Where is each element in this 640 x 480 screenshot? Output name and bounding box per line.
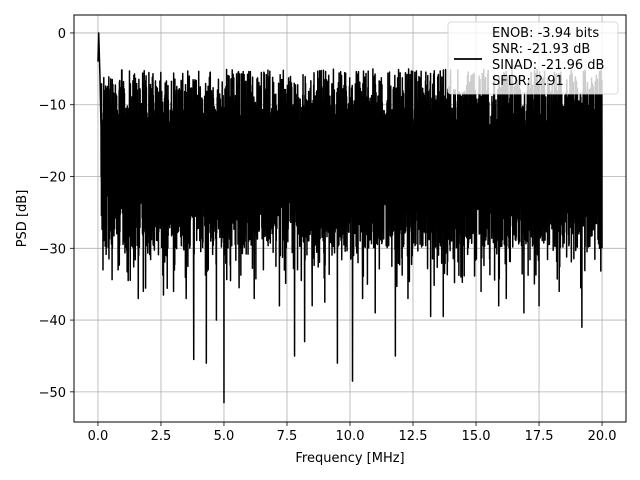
legend-entry-line: ENOB: -3.94 bits	[492, 26, 599, 41]
x-tick-label: 20.0	[588, 429, 617, 444]
legend-entry-line: SNR: -21.93 dB	[492, 42, 590, 57]
legend-entry-line: SFDR: 2.91	[492, 74, 564, 89]
legend-box	[447, 21, 619, 95]
y-axis-label: PSD [dB]	[15, 190, 30, 248]
y-axis: 0 −10 −20 −30 −40 −50	[39, 27, 74, 401]
y-tick-label: −50	[39, 386, 66, 401]
y-tick-label: 0	[58, 27, 66, 42]
x-tick-label: 15.0	[462, 429, 491, 444]
x-tick-label: 5.0	[214, 429, 235, 444]
plot-area	[97, 32, 603, 404]
x-tick-label: 17.5	[525, 429, 554, 444]
x-tick-label: 0.0	[88, 429, 109, 444]
legend-entry-line: SINAD: -21.96 dB	[492, 58, 604, 73]
x-axis-label: Frequency [MHz]	[295, 451, 404, 466]
x-axis: 0.0 2.5 5.0 7.5 10.0 12.5 15.0 17.5 20.0	[88, 422, 617, 444]
x-tick-label: 7.5	[277, 429, 298, 444]
x-tick-label: 10.0	[336, 429, 365, 444]
x-tick-label: 2.5	[151, 429, 172, 444]
y-tick-label: −20	[39, 171, 66, 186]
x-tick-label: 12.5	[399, 429, 428, 444]
y-tick-label: −10	[39, 99, 66, 114]
y-tick-label: −40	[39, 314, 66, 329]
y-tick-label: −30	[39, 242, 66, 257]
psd-series-line	[97, 32, 603, 404]
